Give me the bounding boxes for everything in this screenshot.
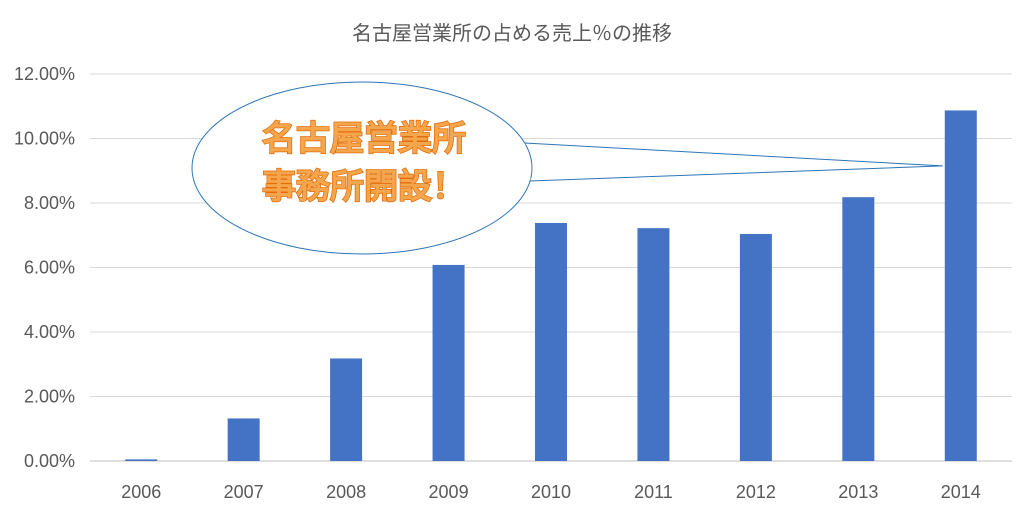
callout-text-line: 事務所開設！: [262, 167, 466, 207]
x-tick-label: 2012: [736, 482, 776, 502]
bar-2007: [227, 418, 260, 461]
bar-2013: [842, 197, 875, 461]
x-tick-label: 2007: [224, 482, 264, 502]
x-tick-label: 2008: [326, 482, 366, 502]
x-tick-label: 2006: [121, 482, 161, 502]
x-tick-label: 2010: [531, 482, 571, 502]
y-tick-label: 0.00%: [24, 451, 75, 471]
chart-title: 名古屋営業所の占める売上％の推移: [352, 21, 672, 45]
y-tick-label: 12.00%: [14, 64, 75, 84]
callout-bubble: [191, 81, 533, 255]
callout-pointer: [524, 142, 943, 182]
x-tick-label: 2009: [429, 482, 469, 502]
bar-2009: [432, 264, 465, 461]
bar-2006: [125, 459, 158, 461]
x-tick-label: 2011: [634, 482, 673, 502]
bar-2011: [637, 228, 670, 461]
bar-2008: [330, 358, 363, 461]
callout-text-line: 名古屋営業所: [262, 119, 466, 159]
y-tick-label: 8.00%: [24, 193, 75, 213]
callout-seam: [522, 143, 531, 181]
x-tick-label: 2013: [838, 482, 878, 502]
bar-2014: [944, 110, 977, 461]
bars: [125, 110, 977, 461]
y-axis-tick-labels: 0.00% 2.00% 4.00% 6.00% 8.00% 10.00% 12.00%: [14, 64, 75, 471]
y-tick-label: 10.00%: [14, 129, 75, 149]
y-tick-label: 6.00%: [24, 258, 75, 278]
y-tick-label: 4.00%: [24, 322, 75, 342]
x-tick-label: 2014: [941, 482, 981, 502]
y-tick-label: 2.00%: [24, 387, 75, 407]
bar-2010: [535, 222, 567, 461]
bar-2012: [739, 233, 772, 461]
x-axis-tick-labels: 2006 2007 2008 2009 2010 2011 2012 2013 2014: [121, 482, 981, 502]
